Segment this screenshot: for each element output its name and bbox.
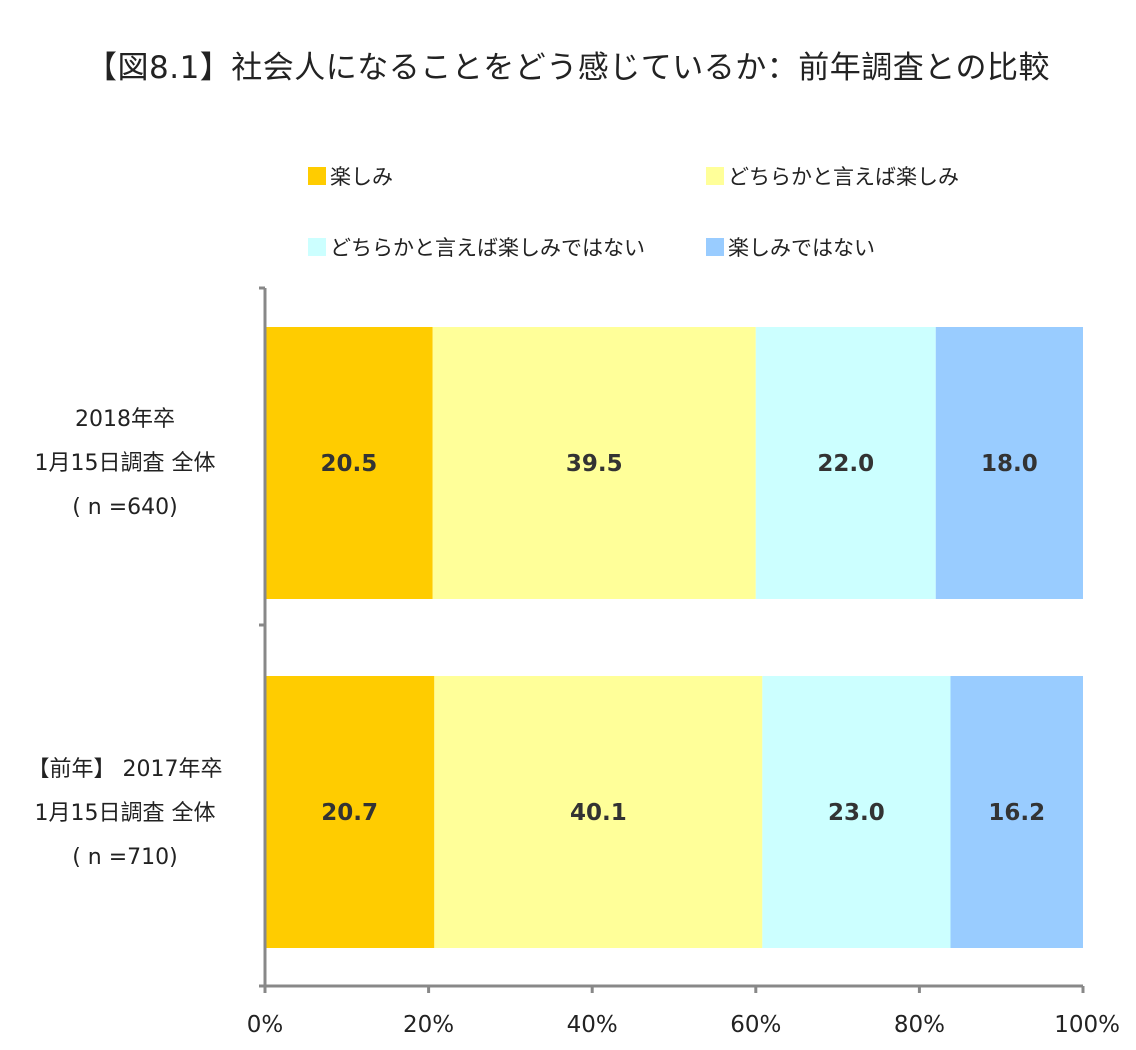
bars-layer bbox=[265, 327, 1083, 948]
category-label-2017: 【前年】 2017年卒 1月15日調査 全体 ( n =710) bbox=[0, 748, 250, 880]
bar-value-label: 20.5 bbox=[320, 451, 377, 477]
category-label-line: 1月15日調査 全体 bbox=[34, 801, 216, 826]
legend-item-tanoshimi: 楽しみ bbox=[308, 164, 393, 189]
category-label-line: 1月15日調査 全体 bbox=[34, 451, 216, 476]
bar-segment bbox=[755, 327, 936, 599]
bar-labels-layer: 20.5 39.5 22.0 18.0 20.7 40.1 23.0 16.2 bbox=[320, 451, 1045, 826]
x-tick-label: 80% bbox=[894, 1012, 945, 1038]
bar-segment bbox=[434, 676, 763, 948]
legend-label: 楽しみではない bbox=[728, 236, 875, 260]
legend-label: どちらかと言えば楽しみではない bbox=[330, 236, 645, 260]
legend-label: どちらかと言えば楽しみ bbox=[728, 165, 959, 189]
bar-segment bbox=[950, 676, 1083, 948]
legend-swatch bbox=[706, 238, 724, 256]
bar-value-label: 40.1 bbox=[570, 800, 627, 826]
legend-swatch bbox=[308, 238, 326, 256]
bar-value-label: 39.5 bbox=[566, 451, 623, 477]
bar-segment bbox=[762, 676, 951, 948]
category-label-line: ( n =640) bbox=[72, 495, 178, 520]
bar-value-label: 20.7 bbox=[321, 800, 378, 826]
legend-label: 楽しみ bbox=[330, 165, 393, 189]
category-label-line: 2018年卒 bbox=[75, 407, 175, 432]
category-label-2018: 2018年卒 1月15日調査 全体 ( n =640) bbox=[0, 398, 250, 530]
chart-title: 【図8.1】社会人になることをどう感じているか：前年調査との比較 bbox=[86, 50, 1050, 86]
legend-swatch bbox=[308, 167, 326, 185]
axes-layer: 0% 20% 40% 60% 80% 100% bbox=[247, 286, 1120, 1038]
category-label-line: 【前年】 2017年卒 bbox=[27, 757, 223, 782]
legend-item-dochiraka-tanoshimi: どちらかと言えば楽しみ bbox=[706, 164, 959, 189]
bar-value-label: 23.0 bbox=[828, 800, 885, 826]
bar-value-label: 18.0 bbox=[981, 451, 1038, 477]
category-label-line: ( n =710) bbox=[72, 845, 178, 870]
bar-segment bbox=[432, 327, 756, 599]
x-tick-label: 100% bbox=[1054, 1012, 1120, 1038]
bar-value-label: 16.2 bbox=[988, 800, 1045, 826]
bar-segment bbox=[265, 327, 433, 599]
x-tick-label: 20% bbox=[403, 1012, 454, 1038]
legend-item-dochiraka-tanoshimi-dewanai: どちらかと言えば楽しみではない bbox=[308, 235, 645, 260]
x-tick-label: 0% bbox=[247, 1012, 284, 1038]
bar-value-label: 22.0 bbox=[817, 451, 874, 477]
legend-item-tanoshimi-dewanai: 楽しみではない bbox=[706, 235, 875, 260]
x-tick-label: 40% bbox=[567, 1012, 618, 1038]
legend-swatch bbox=[706, 167, 724, 185]
bar-segment bbox=[935, 327, 1083, 599]
bar-segment bbox=[265, 676, 435, 948]
x-tick-label: 60% bbox=[730, 1012, 781, 1038]
